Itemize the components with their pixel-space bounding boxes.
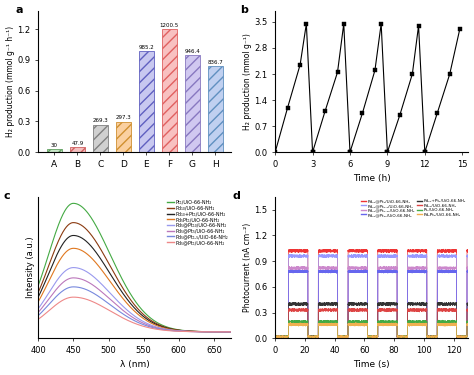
Bar <box>185 55 200 152</box>
Text: 836.7: 836.7 <box>207 60 223 65</box>
Bar <box>162 29 177 152</box>
Text: a: a <box>15 5 23 15</box>
Bar <box>116 122 131 152</box>
Y-axis label: Intensity (a.u.): Intensity (a.u.) <box>27 237 36 298</box>
Bar <box>93 124 108 152</box>
Y-axis label: H₂ production (mmol g⁻¹ h⁻¹): H₂ production (mmol g⁻¹ h⁻¹) <box>6 26 15 137</box>
Text: 1200.5: 1200.5 <box>160 23 179 28</box>
Legend: Pd₁₀@Pt₁/UiO-66-NH₂, Pd₁₀@Pt₀.₅/UiO-66-NH₂, Pd₁₀@Pt₀.₂₅/UiO-66-NH₂, Pd₁₀@Pt₁₀/Ui: Pd₁₀@Pt₁/UiO-66-NH₂, Pd₁₀@Pt₀.₅/UiO-66-N… <box>361 199 466 217</box>
Text: 269.3: 269.3 <box>92 118 108 123</box>
Legend: Pt₁/UiO-66-NH₂, Pd₁₀/UiO-66-NH₂, Pd₁₀+Pt₁/UiO-66-NH₂, Pd₅Pt₁/UiO-66-NH₂, Pd₅@Pt₁: Pt₁/UiO-66-NH₂, Pd₁₀/UiO-66-NH₂, Pd₁₀+Pt… <box>166 200 229 245</box>
Text: 30: 30 <box>51 143 58 148</box>
X-axis label: Time (h): Time (h) <box>353 174 391 183</box>
Bar <box>47 149 62 152</box>
Text: 985.2: 985.2 <box>138 45 154 50</box>
Text: 47.9: 47.9 <box>71 141 83 146</box>
Bar <box>139 51 154 152</box>
Text: 946.4: 946.4 <box>184 49 200 54</box>
Bar <box>70 147 85 152</box>
X-axis label: Time (s): Time (s) <box>354 360 390 369</box>
Text: d: d <box>233 191 240 201</box>
X-axis label: λ (nm): λ (nm) <box>120 360 150 369</box>
Bar <box>208 66 223 152</box>
Y-axis label: Photocurrent (nA cm⁻²): Photocurrent (nA cm⁻²) <box>243 223 252 312</box>
Text: 297.3: 297.3 <box>116 116 131 120</box>
Text: b: b <box>240 5 248 15</box>
Y-axis label: H₂ production (mmol g⁻¹): H₂ production (mmol g⁻¹) <box>243 33 252 130</box>
Text: c: c <box>3 191 10 201</box>
